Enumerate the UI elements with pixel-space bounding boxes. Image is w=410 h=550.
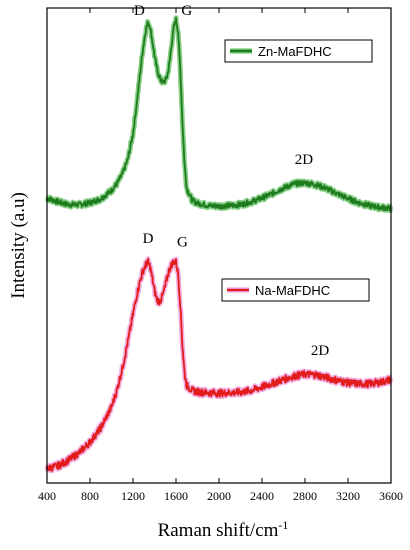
y-axis-label: Intensity (a.u) <box>8 192 29 299</box>
x-tick-label-1600: 1600 <box>164 489 188 503</box>
axis-layer: 400 800 1200 1600 2000 2400 2800 3200 3600 Raman … <box>8 7 403 541</box>
peak-label-d-3: D <box>143 231 154 247</box>
series-line-na-mafdhc <box>46 257 392 472</box>
legend-layer: Zn-MaFDHC Na-MaFDHC <box>221 39 373 302</box>
x-axis-label: Raman shift/cm-1 <box>158 518 289 541</box>
legend-zn-mafdhc: Zn-MaFDHC <box>224 39 373 63</box>
legend-box-zn-mafdhc <box>224 39 373 63</box>
peak-label-g-1: G <box>181 3 192 19</box>
x-tick-label-2800: 2800 <box>293 489 317 503</box>
x-axis-label-text: Raman shift/cm <box>158 520 279 541</box>
plot-frame <box>46 7 392 484</box>
series-line-zn-mafdhc <box>46 16 392 212</box>
x-tick-label-800: 800 <box>81 489 99 503</box>
peak-label-2d-5: 2D <box>311 343 330 359</box>
series-na-mafdhc <box>44 256 394 474</box>
x-tick-label-3200: 3200 <box>336 489 360 503</box>
series-zn-mafdhc <box>44 15 394 214</box>
legend-label-zn-mafdhc: Zn-MaFDHC <box>258 44 332 59</box>
peak-label-2d-2: 2D <box>295 152 314 168</box>
x-tick-label-3600: 3600 <box>379 489 403 503</box>
series-layer <box>44 15 394 474</box>
annotation-layer: D G 2D D G 2D <box>134 3 329 359</box>
legend-box-na-mafdhc <box>221 278 370 302</box>
legend-label-na-mafdhc: Na-MaFDHC <box>255 283 330 298</box>
peak-label-d-0: D <box>134 3 145 19</box>
x-tick-label-2000: 2000 <box>207 489 231 503</box>
x-tick-label-2400: 2400 <box>250 489 274 503</box>
x-tick-label-400: 400 <box>38 489 56 503</box>
x-axis-label-superscript: -1 <box>278 518 288 532</box>
peak-label-g-4: G <box>177 234 188 250</box>
legend-na-mafdhc: Na-MaFDHC <box>221 278 370 302</box>
x-tick-label-1200: 1200 <box>121 489 145 503</box>
